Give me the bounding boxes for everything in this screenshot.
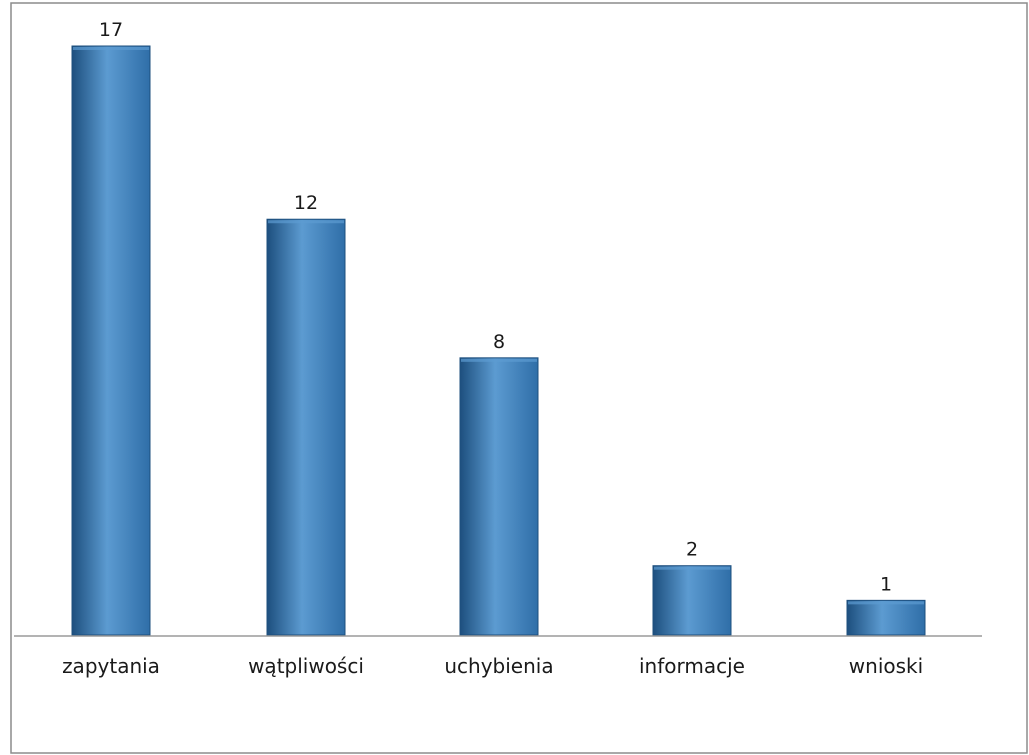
bar-wątpliwości: [266, 218, 346, 636]
bar-wnioski: [846, 599, 926, 636]
data-label-uchybienia: 8: [493, 331, 505, 353]
data-label-wnioski: 1: [880, 573, 892, 595]
bar-top-highlight: [268, 220, 344, 224]
x-tick-label-zapytania: zapytania: [62, 654, 160, 678]
bar-top-highlight: [654, 566, 730, 570]
x-axis-tick-labels: zapytania wątpliwości uchybienia informacje…: [62, 654, 923, 678]
bar-informacje: [652, 565, 732, 636]
bar-zapytania: [71, 45, 151, 636]
data-label-zapytania: 17: [99, 19, 123, 41]
data-labels: 17 12 8 2 1: [99, 19, 892, 595]
x-tick-label-wątpliwości: wątpliwości: [248, 654, 364, 678]
data-label-wątpliwości: 12: [294, 192, 318, 214]
bars: [71, 45, 926, 636]
data-label-informacje: 2: [686, 539, 698, 561]
bar-top-highlight: [848, 601, 924, 605]
x-tick-label-wnioski: wnioski: [849, 654, 923, 678]
x-tick-label-uchybienia: uchybienia: [444, 654, 553, 678]
x-tick-label-informacje: informacje: [639, 654, 745, 678]
bar-top-highlight: [461, 358, 537, 362]
bar-uchybienia: [459, 357, 539, 636]
bar-top-highlight: [73, 47, 149, 50]
